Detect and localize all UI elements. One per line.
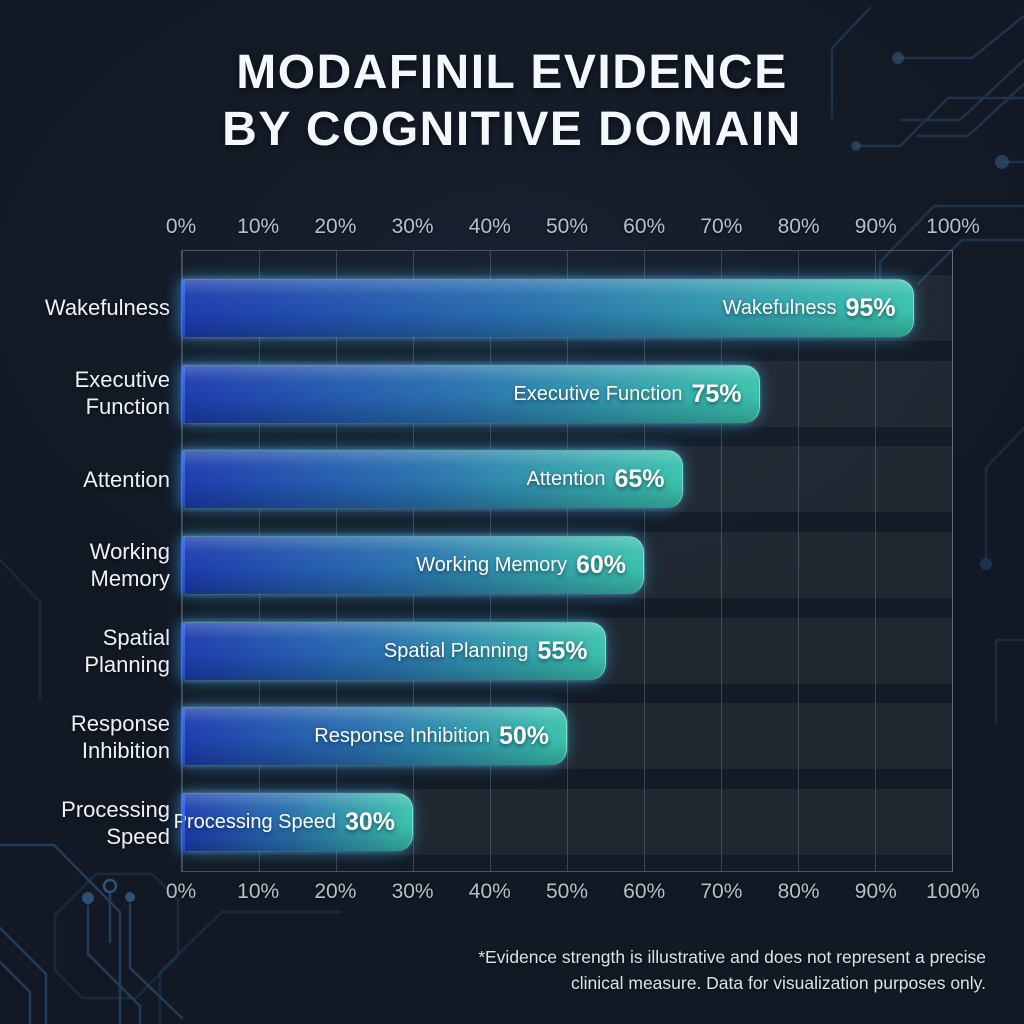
bar-attention: Attention 65% bbox=[182, 450, 683, 509]
gridline-90pct bbox=[875, 251, 876, 871]
bar-spatial-planning: Spatial Planning 55% bbox=[182, 621, 606, 680]
category-labels-column: Wakefulness Executive Function Attention Wor… bbox=[0, 250, 170, 872]
axis-tick-label-50-: 50% bbox=[545, 880, 589, 903]
bar-response-inhibition: Response Inhibition 50% bbox=[182, 707, 567, 766]
bar-label-text: Wakefulness bbox=[722, 296, 837, 319]
bar-value: 30% bbox=[344, 808, 395, 837]
category-label-line: Function bbox=[85, 394, 170, 419]
bar-value: 65% bbox=[614, 465, 665, 494]
axis-tick-label-60-: 60% bbox=[623, 215, 666, 238]
gridline-80pct bbox=[798, 251, 799, 871]
bar-value: 95% bbox=[845, 293, 896, 322]
category-label-executive-function: Executive Function bbox=[0, 350, 170, 436]
gridline-100pct bbox=[952, 251, 953, 871]
axis-tick-label-90-: 90% bbox=[854, 215, 897, 238]
bar-rows: Wakefulness 95% Executive Function 75% Atten… bbox=[174, 251, 952, 871]
title-line-1: MODAFINIL EVIDENCE bbox=[236, 46, 788, 99]
category-label-attention: Attention bbox=[0, 436, 170, 522]
bar-row-processing-speed: Processing Speed 30% bbox=[174, 779, 952, 865]
axis-tick-label-70-: 70% bbox=[700, 880, 743, 903]
axis-tick-label-30-: 30% bbox=[391, 215, 434, 238]
bar-working-memory: Working Memory 60% bbox=[182, 536, 644, 595]
axis-tick-label-20-: 20% bbox=[314, 215, 357, 238]
axis-tick-label-10-: 10% bbox=[237, 215, 280, 238]
bar-row-response-inhibition: Response Inhibition 50% bbox=[182, 694, 952, 780]
category-label-line: Executive bbox=[74, 367, 170, 392]
gridline-60pct bbox=[644, 251, 645, 871]
category-label-spatial-planning: Spatial Planning bbox=[0, 608, 170, 694]
axis-tick-label-100-: 100% bbox=[926, 215, 980, 238]
axis-tick-label-10-: 10% bbox=[237, 880, 280, 903]
x-axis-bottom: 0% 10% 20% 30% 40% 50% 60% 70% 80% 90% 100% bbox=[166, 877, 980, 907]
category-label-line: Attention bbox=[83, 466, 170, 492]
bar-label-text: Response Inhibition bbox=[314, 725, 490, 748]
bar-row-wakefulness: Wakefulness 95% bbox=[182, 265, 952, 351]
category-label-processing-speed: Processing Speed bbox=[0, 780, 170, 866]
axis-tick-label-100-: 100% bbox=[926, 880, 980, 903]
bar-value: 55% bbox=[537, 636, 588, 665]
category-label-line: Planning bbox=[84, 652, 170, 677]
category-label-line: Speed bbox=[106, 824, 170, 849]
category-label-line: Working bbox=[89, 539, 170, 564]
axis-tick-label-50-: 50% bbox=[545, 215, 589, 238]
category-label-line: Wakefulness bbox=[44, 294, 170, 320]
bar-value: 50% bbox=[498, 722, 549, 751]
bar-executive-function: Executive Function 75% bbox=[182, 364, 760, 423]
footnote-line-1: *Evidence strength is illustrative and d… bbox=[478, 947, 986, 967]
bar-row-executive-function: Executive Function 75% bbox=[182, 351, 952, 437]
axis-tick-label-80-: 80% bbox=[777, 880, 820, 903]
category-label-line: Memory bbox=[90, 566, 170, 591]
axis-tick-label-40-: 40% bbox=[468, 215, 511, 238]
x-axis-top: 0% 10% 20% 30% 40% 50% 60% 70% 80% 90% 100% bbox=[166, 212, 980, 242]
bar-label-text: Executive Function bbox=[513, 382, 683, 405]
category-label-line: Processing bbox=[61, 797, 170, 822]
category-label-line: Spatial bbox=[102, 625, 170, 650]
bar-label-text: Attention bbox=[526, 468, 606, 491]
gridline-70pct bbox=[721, 251, 722, 871]
axis-tick-label-80-: 80% bbox=[777, 215, 820, 238]
category-label-working-memory: Working Memory bbox=[0, 522, 170, 608]
footnote-line-2: clinical measure. Data for visualization… bbox=[570, 973, 986, 993]
bar-row-attention: Attention 65% bbox=[182, 436, 952, 522]
bar-label-text: Spatial Planning bbox=[383, 639, 529, 662]
footnote: *Evidence strength is illustrative and d… bbox=[478, 944, 986, 996]
axis-tick-label-90-: 90% bbox=[854, 880, 897, 903]
axis-tick-label-40-: 40% bbox=[468, 880, 511, 903]
axis-tick-label-70-: 70% bbox=[700, 215, 743, 238]
bar-label-text: Working Memory bbox=[416, 554, 567, 577]
category-label-line: Inhibition bbox=[81, 738, 170, 763]
bar-label-text: Processing Speed bbox=[173, 811, 336, 834]
bar-wakefulness: Wakefulness 95% bbox=[182, 278, 914, 337]
page-title: MODAFINIL EVIDENCE BY COGNITIVE DOMAIN bbox=[0, 44, 1024, 158]
bar-processing-speed: Processing Speed 30% bbox=[174, 793, 413, 852]
title-line-2: BY COGNITIVE DOMAIN bbox=[222, 103, 802, 156]
bar-value: 75% bbox=[691, 379, 742, 408]
bar-row-working-memory: Working Memory 60% bbox=[182, 522, 952, 608]
axis-tick-label-30-: 30% bbox=[391, 880, 434, 903]
axis-tick-label-60-: 60% bbox=[623, 880, 666, 903]
plot-area: Wakefulness 95% Executive Function 75% Atten… bbox=[174, 250, 953, 872]
category-label-line: Response bbox=[70, 711, 170, 736]
bar-row-spatial-planning: Spatial Planning 55% bbox=[182, 608, 952, 694]
axis-tick-label-20-: 20% bbox=[314, 880, 357, 903]
category-label-wakefulness: Wakefulness bbox=[0, 264, 170, 350]
bar-value: 60% bbox=[575, 551, 626, 580]
category-label-response-inhibition: Response Inhibition bbox=[0, 694, 170, 780]
axis-tick-label-0-: 0% bbox=[165, 880, 197, 903]
axis-tick-label-0-: 0% bbox=[165, 215, 197, 238]
